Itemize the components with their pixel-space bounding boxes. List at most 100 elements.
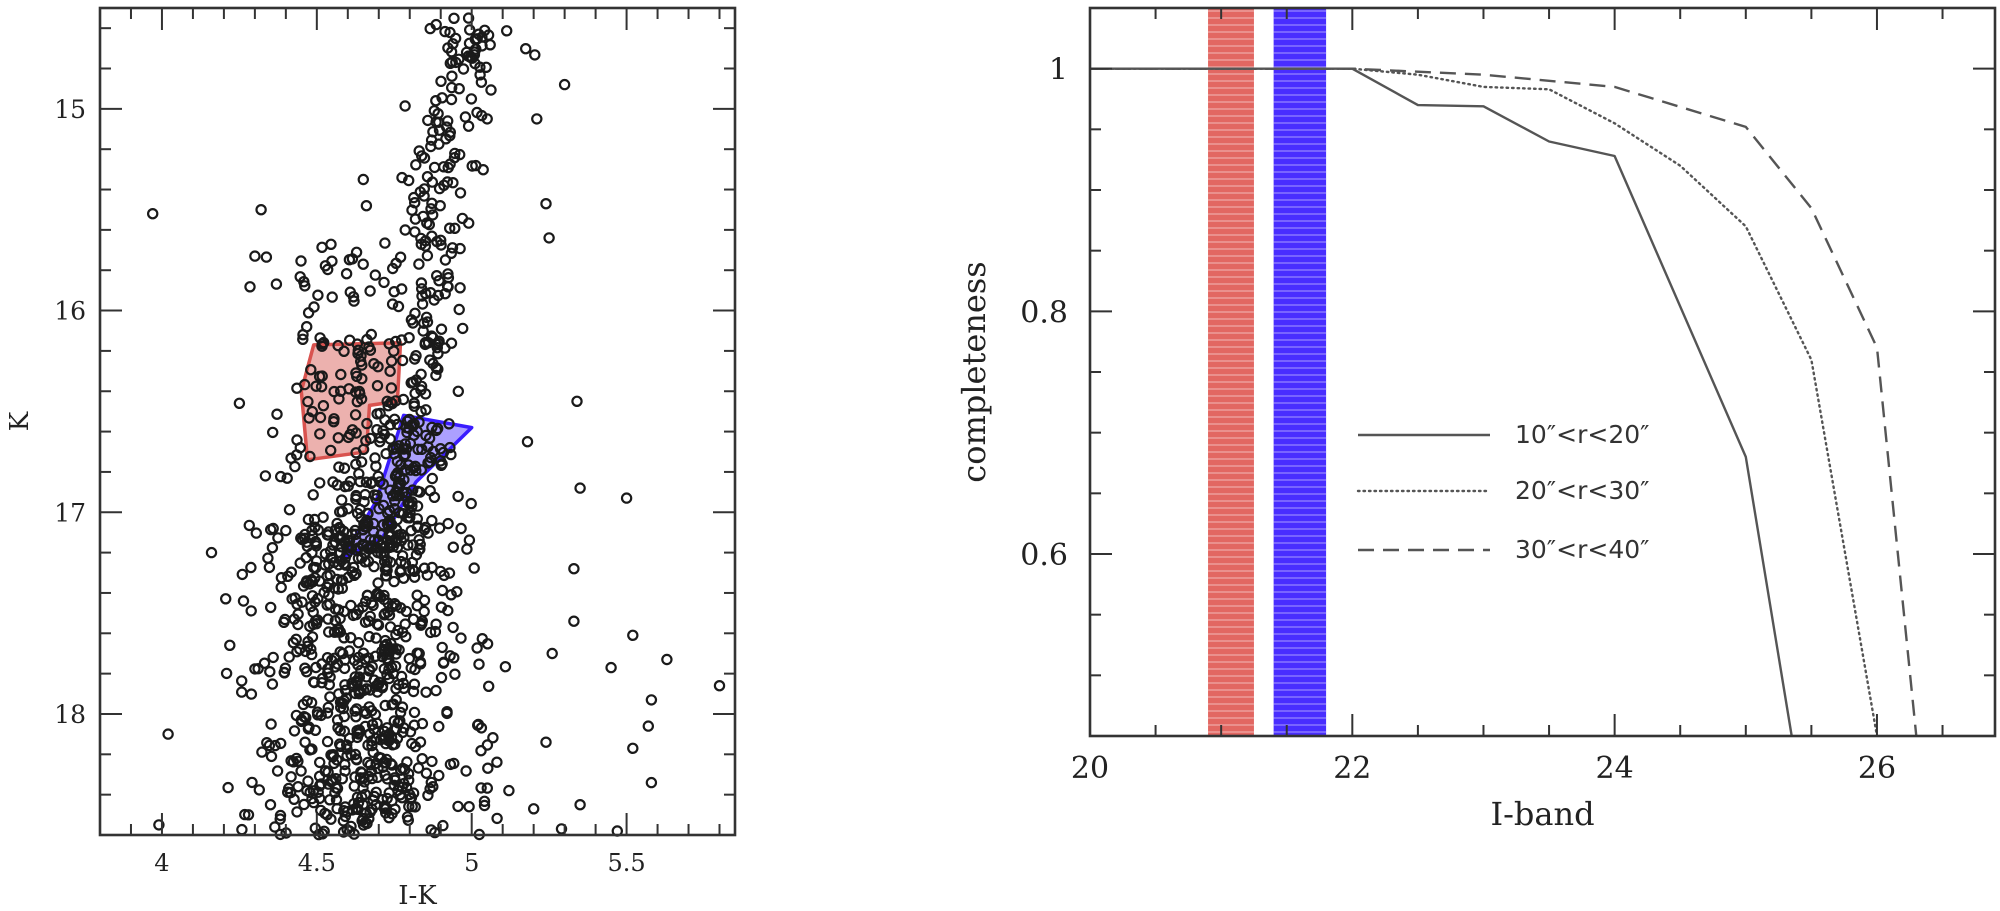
star-point bbox=[343, 732, 356, 745]
star-point bbox=[317, 400, 330, 412]
star-point bbox=[304, 450, 316, 463]
star-point bbox=[418, 594, 431, 607]
star-point bbox=[309, 822, 321, 834]
star-point bbox=[384, 419, 397, 431]
star-point bbox=[411, 521, 424, 533]
star-point bbox=[323, 679, 335, 691]
star-point bbox=[382, 400, 394, 412]
star-point bbox=[574, 799, 586, 811]
star-point bbox=[300, 577, 312, 589]
y-tick-label: 15 bbox=[54, 95, 86, 124]
star-point bbox=[391, 455, 404, 468]
star-point bbox=[270, 278, 283, 290]
star-point bbox=[454, 187, 467, 199]
star-point bbox=[357, 812, 369, 825]
star-point bbox=[415, 368, 427, 380]
star-point bbox=[476, 633, 488, 645]
star-point bbox=[265, 601, 277, 614]
star-point bbox=[393, 440, 405, 452]
star-point bbox=[299, 736, 311, 748]
star-point bbox=[408, 706, 421, 719]
star-point bbox=[364, 806, 376, 819]
star-point bbox=[417, 325, 429, 337]
star-point bbox=[373, 503, 385, 515]
star-point bbox=[349, 409, 362, 421]
star-point bbox=[394, 566, 406, 578]
star-point bbox=[357, 647, 370, 659]
star-point bbox=[407, 484, 419, 496]
legend-label: 10″<r<20″ bbox=[1515, 420, 1649, 449]
star-point bbox=[433, 138, 445, 150]
star-point bbox=[322, 701, 334, 714]
star-point bbox=[487, 732, 499, 744]
star-point bbox=[355, 664, 367, 677]
star-point bbox=[364, 534, 376, 546]
star-point bbox=[371, 618, 383, 630]
star-point bbox=[429, 625, 442, 638]
star-point bbox=[334, 738, 346, 750]
star-point bbox=[269, 821, 281, 833]
star-point bbox=[369, 452, 381, 464]
star-point bbox=[295, 255, 307, 267]
star-point bbox=[339, 654, 351, 666]
star-point bbox=[366, 735, 378, 747]
star-point bbox=[285, 755, 297, 767]
star-point bbox=[271, 765, 284, 777]
star-point bbox=[302, 635, 314, 648]
star-point bbox=[444, 222, 456, 234]
star-point bbox=[245, 688, 258, 700]
star-point bbox=[439, 25, 451, 38]
star-point bbox=[224, 639, 236, 652]
star-point bbox=[465, 93, 478, 105]
star-point bbox=[267, 522, 279, 535]
star-point bbox=[321, 735, 334, 748]
star-point bbox=[299, 378, 311, 391]
star-point bbox=[446, 81, 458, 94]
star-point bbox=[491, 756, 503, 768]
star-point bbox=[367, 746, 379, 759]
star-point bbox=[416, 150, 428, 162]
band-stripes bbox=[1208, 10, 1254, 733]
star-point bbox=[385, 637, 397, 650]
star-point bbox=[620, 492, 633, 504]
star-point bbox=[278, 667, 291, 679]
star-point bbox=[360, 435, 372, 447]
star-point bbox=[462, 120, 475, 132]
star-point bbox=[461, 543, 473, 555]
legend: 10″<r<20″ 20″<r<30″ 30″<r<40″ bbox=[1356, 420, 1649, 564]
star-point bbox=[408, 678, 421, 690]
star-point bbox=[324, 545, 337, 557]
star-point bbox=[449, 147, 461, 160]
star-point bbox=[414, 486, 426, 498]
star-point bbox=[350, 386, 362, 398]
star-point bbox=[316, 370, 328, 382]
star-point bbox=[433, 124, 446, 136]
star-point bbox=[531, 113, 543, 125]
star-point bbox=[453, 82, 465, 95]
star-point bbox=[275, 470, 287, 483]
star-point bbox=[425, 330, 438, 342]
star-point bbox=[407, 317, 419, 329]
x-tick-label: 20 bbox=[1071, 751, 1109, 786]
star-point bbox=[326, 291, 338, 303]
star-point bbox=[453, 303, 465, 316]
star-point bbox=[282, 570, 294, 583]
star-point bbox=[418, 183, 430, 195]
star-point bbox=[305, 743, 317, 755]
star-point bbox=[391, 514, 403, 526]
completeness-line-1 bbox=[1090, 67, 1793, 736]
star-point bbox=[428, 105, 440, 117]
star-point bbox=[316, 672, 329, 685]
star-point bbox=[348, 295, 360, 307]
star-point bbox=[280, 524, 292, 537]
star-point bbox=[394, 715, 406, 727]
star-point bbox=[308, 561, 320, 574]
star-point bbox=[408, 191, 420, 204]
star-point bbox=[455, 632, 467, 644]
star-point bbox=[346, 677, 358, 689]
star-point bbox=[441, 706, 453, 718]
star-point bbox=[239, 808, 251, 821]
star-point bbox=[350, 427, 362, 439]
star-point bbox=[605, 661, 617, 674]
star-point bbox=[426, 230, 438, 242]
